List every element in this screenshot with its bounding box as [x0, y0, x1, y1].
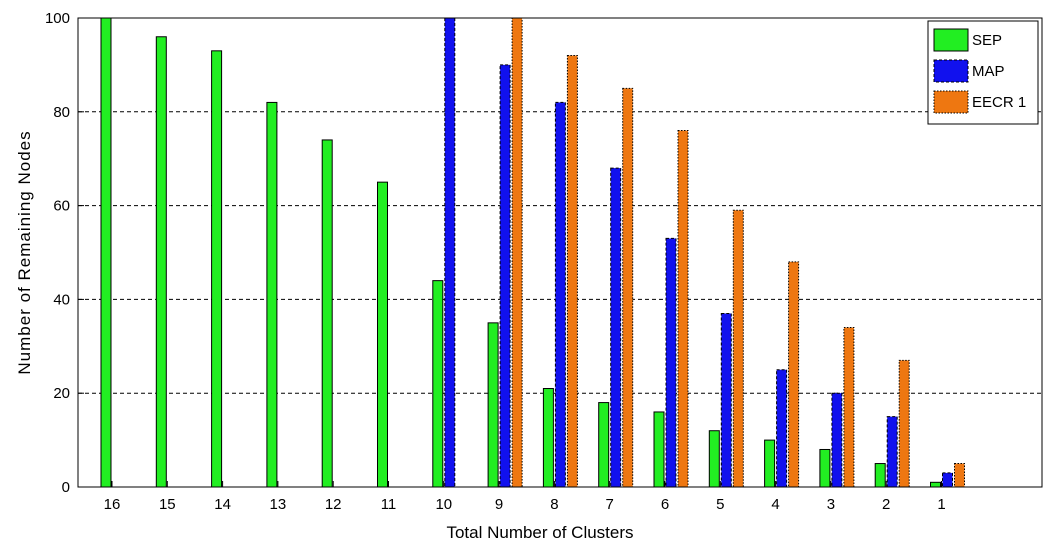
bar-map [610, 167, 622, 488]
y-tick-label: 0 [62, 479, 70, 496]
x-tick-label: 8 [550, 496, 558, 513]
bar-map [776, 369, 788, 488]
bar-map [554, 101, 566, 488]
legend-swatch [933, 90, 969, 114]
bar-eecr-1 [677, 130, 689, 488]
legend: SEP MAP EECR 1 [927, 20, 1039, 125]
x-tick-label: 14 [214, 496, 231, 513]
bar-eecr-1 [788, 261, 800, 488]
legend-entry: SEP [972, 32, 1002, 49]
bar-sep [874, 463, 886, 488]
bar-sep [598, 402, 610, 488]
x-tick-label: 15 [159, 496, 176, 513]
bar-sep [930, 481, 941, 488]
legend-entry: MAP [972, 63, 1005, 80]
bar-eecr-1 [622, 87, 634, 488]
y-tick-label: 20 [53, 385, 70, 402]
y-tick-label: 40 [53, 291, 70, 308]
bar-map [831, 392, 843, 488]
bar-sep [377, 181, 388, 488]
bar-sep [100, 17, 112, 488]
x-tick-label: 11 [381, 496, 397, 513]
bars [100, 17, 965, 488]
y-tick-label: 100 [45, 10, 70, 27]
bar-sep [764, 439, 776, 488]
bar-map [720, 312, 732, 488]
y-axis-ticks: 0 20 40 60 80 100 [45, 10, 84, 496]
x-tick-label: 7 [606, 496, 614, 513]
bar-sep [155, 36, 167, 488]
bar-map [444, 17, 456, 488]
x-tick-label: 4 [771, 496, 779, 513]
bar-sep [542, 388, 554, 488]
bar-sep [432, 280, 444, 488]
y-axis-label: Number of Remaining Nodes [15, 130, 34, 374]
bar-eecr-1 [511, 17, 523, 488]
legend-entry: EECR 1 [972, 94, 1026, 111]
x-tick-label: 12 [325, 496, 342, 513]
bar-sep [708, 430, 720, 488]
bar-sep [653, 411, 665, 488]
plot-frame [77, 17, 1043, 488]
y-tick-label: 60 [53, 198, 70, 215]
bar-eecr-1 [732, 209, 744, 488]
x-tick-label: 1 [937, 496, 945, 513]
x-axis-label: Total Number of Clusters [446, 523, 633, 542]
bar-sep [266, 101, 278, 488]
x-tick-label: 2 [882, 496, 890, 513]
bar-sep [487, 322, 499, 488]
bar-eecr-1 [898, 359, 910, 488]
x-tick-label: 16 [104, 496, 121, 513]
bar-sep [321, 139, 333, 488]
bar-map [942, 472, 953, 488]
bar-map [886, 416, 898, 488]
bar-eecr-1 [954, 463, 965, 488]
legend-swatch [933, 59, 969, 83]
bar-sep [819, 448, 831, 488]
bar-map [499, 64, 511, 488]
bar-sep [211, 50, 223, 488]
bar-map [665, 237, 677, 488]
legend-swatch [933, 28, 969, 52]
x-tick-label: 9 [495, 496, 503, 513]
x-tick-label: 6 [661, 496, 669, 513]
x-tick-label: 3 [827, 496, 835, 513]
x-tick-label: 10 [435, 496, 452, 513]
x-axis-ticks: 16 15 14 13 12 11 10 9 8 7 6 5 4 3 2 1 [104, 481, 946, 513]
x-tick-label: 5 [716, 496, 724, 513]
bar-eecr-1 [566, 55, 578, 488]
x-tick-label: 13 [270, 496, 287, 513]
y-tick-label: 80 [53, 104, 70, 121]
bar-eecr-1 [843, 327, 855, 488]
